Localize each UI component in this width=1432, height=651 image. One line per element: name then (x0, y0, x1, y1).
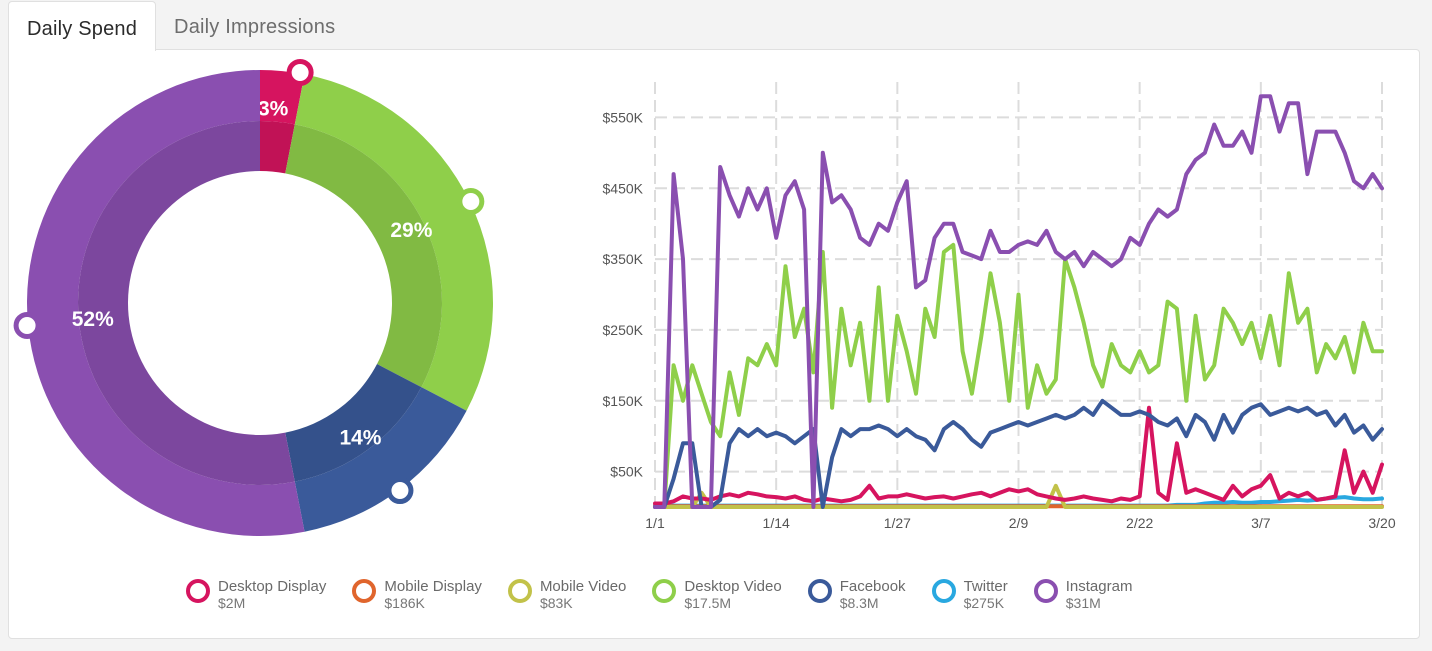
donut-slice-inner-instagram (78, 121, 295, 485)
donut-marker-desktop-video[interactable] (457, 187, 485, 215)
legend-item-desktop-video[interactable]: Desktop Video $17.5M (652, 578, 782, 612)
tab-daily-spend[interactable]: Daily Spend (8, 1, 157, 51)
series-line-desktop-display[interactable] (653, 405, 1384, 506)
legend-value: $275K (963, 595, 1005, 611)
donut-label-desktop-video: 29% (390, 219, 432, 242)
donut-marker-facebook[interactable] (386, 477, 414, 505)
legend-value: $8.3M (839, 595, 879, 611)
legend: Desktop Display $2M Mobile Display $186K… (186, 578, 1158, 612)
legend-label: Desktop Video (684, 578, 782, 595)
tab-bar: Daily Spend Daily Impressions (8, 0, 353, 51)
legend-marker-icon (1033, 579, 1058, 603)
legend-item-facebook[interactable]: Facebook $8.3M (807, 578, 906, 612)
legend-label: Mobile Display (384, 578, 482, 595)
y-tick-label: $450K (603, 180, 644, 196)
donut-slice-inner-desktop-video (285, 124, 442, 388)
legend-marker-icon (652, 579, 677, 603)
legend-value: $83K (539, 595, 573, 611)
x-tick-label: 3/20 (1368, 515, 1395, 531)
legend-item-mobile-display[interactable]: Mobile Display $186K (352, 578, 482, 612)
series-line-desktop-video[interactable] (653, 242, 1384, 509)
y-tick-label: $50K (610, 464, 643, 480)
legend-value: $186K (384, 595, 425, 611)
legend-value: $31M (1065, 595, 1101, 611)
x-tick-label: 1/27 (884, 515, 911, 531)
y-tick-label: $250K (603, 322, 644, 338)
x-tick-label: 3/7 (1251, 515, 1271, 531)
donut-slice-facebook[interactable] (294, 387, 467, 532)
legend-label: Instagram (1065, 578, 1133, 595)
donut-chart: 3% 29% 14% 52% (13, 58, 493, 536)
legend-label: Mobile Video (539, 578, 627, 595)
donut-marker-desktop-display[interactable] (286, 58, 314, 86)
legend-label: Twitter (963, 578, 1008, 595)
legend-label: Facebook (839, 578, 906, 595)
series-line-instagram[interactable] (653, 94, 1384, 509)
legend-item-instagram[interactable]: Instagram $31M (1033, 578, 1133, 612)
y-tick-label: $550K (603, 109, 644, 125)
donut-marker-instagram[interactable] (13, 311, 41, 339)
donut-slice-inner-desktop-display (260, 121, 295, 174)
line-chart: $50K $150K $250K $350K $450K $550K 1/1 1/14 1/27… (603, 82, 1396, 531)
donut-label-instagram: 52% (72, 308, 114, 331)
legend-item-mobile-video[interactable]: Mobile Video $83K (507, 578, 627, 612)
y-tick-label: $150K (603, 393, 644, 409)
x-tick-label: 1/1 (645, 515, 665, 531)
x-tick-label: 1/14 (763, 515, 790, 531)
legend-marker-icon (352, 579, 377, 603)
legend-value: $2M (218, 595, 246, 611)
tab-daily-impressions[interactable]: Daily Impressions (174, 16, 336, 38)
y-tick-label: $350K (603, 251, 644, 267)
legend-marker-icon (186, 579, 210, 603)
legend-marker-icon (931, 579, 956, 603)
x-tick-label: 2/9 (1009, 515, 1029, 531)
series-line-facebook[interactable] (653, 398, 1384, 509)
donut-label-desktop-display: 3% (258, 97, 289, 120)
legend-item-desktop-display[interactable]: Desktop Display $2M (186, 578, 326, 612)
legend-marker-icon (807, 579, 832, 603)
series-line-mobile-video[interactable] (653, 483, 1384, 509)
legend-label: Desktop Display (218, 578, 327, 595)
x-tick-label: 2/22 (1126, 515, 1153, 531)
donut-slice-inner-facebook (285, 364, 422, 482)
legend-marker-icon (507, 579, 532, 603)
legend-value: $17.5M (684, 595, 732, 611)
donut-slice-instagram[interactable] (27, 70, 305, 536)
donut-slice-desktop-video[interactable] (294, 74, 493, 411)
legend-item-twitter[interactable]: Twitter $275K (931, 578, 1008, 612)
donut-label-facebook: 14% (339, 427, 381, 450)
